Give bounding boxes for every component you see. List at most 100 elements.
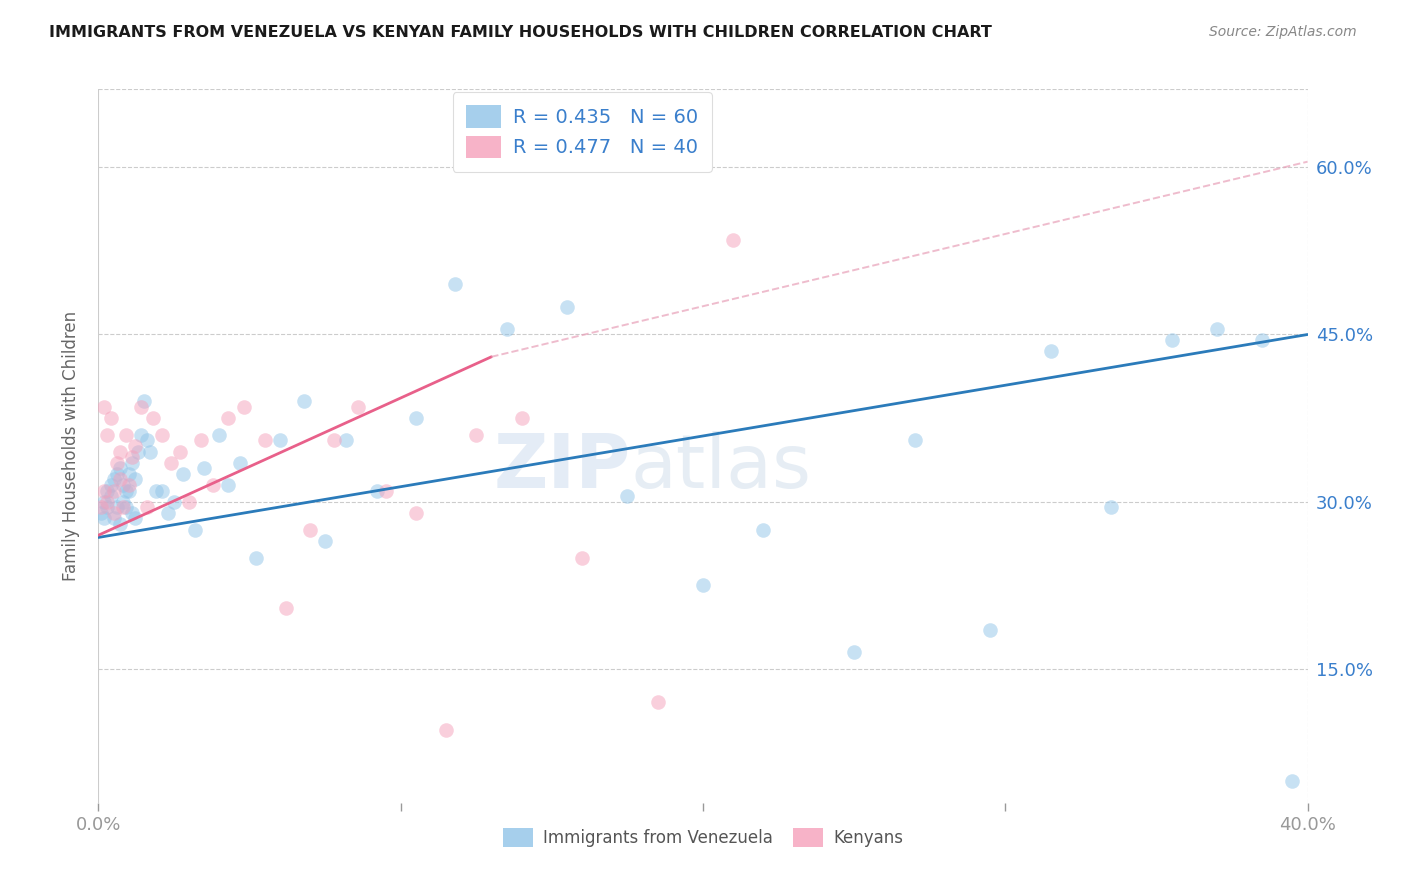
Point	[616, 489, 638, 503]
Point	[118, 467, 141, 481]
Point	[111, 494, 134, 508]
Point	[335, 434, 357, 448]
Point	[90, 500, 112, 515]
Point	[121, 506, 143, 520]
Point	[114, 500, 136, 515]
Point	[1160, 333, 1182, 347]
Point	[1206, 322, 1229, 336]
Point	[100, 411, 122, 425]
Point	[160, 456, 183, 470]
Point	[692, 578, 714, 592]
Point	[96, 494, 118, 508]
Point	[105, 500, 128, 515]
Point	[114, 427, 136, 442]
Point	[571, 550, 593, 565]
Point	[269, 434, 291, 448]
Point	[405, 411, 427, 425]
Point	[93, 494, 115, 508]
Point	[111, 500, 134, 515]
Point	[105, 467, 128, 481]
Point	[156, 506, 179, 520]
Point	[108, 472, 131, 486]
Legend: Immigrants from Venezuela, Kenyans: Immigrants from Venezuela, Kenyans	[495, 819, 911, 855]
Point	[323, 434, 346, 448]
Point	[208, 427, 231, 442]
Point	[299, 523, 322, 537]
Point	[105, 456, 128, 470]
Point	[245, 550, 267, 565]
Point	[103, 483, 125, 498]
Point	[90, 506, 112, 520]
Text: atlas: atlas	[630, 431, 811, 504]
Point	[1251, 333, 1274, 347]
Point	[108, 444, 131, 458]
Point	[184, 523, 207, 537]
Point	[292, 394, 315, 409]
Point	[172, 467, 194, 481]
Point	[495, 322, 517, 336]
Point	[124, 439, 146, 453]
Text: ZIP: ZIP	[494, 431, 630, 504]
Point	[169, 444, 191, 458]
Point	[139, 444, 162, 458]
Point	[232, 400, 254, 414]
Point	[121, 456, 143, 470]
Point	[96, 483, 118, 498]
Point	[96, 427, 118, 442]
Point	[202, 478, 225, 492]
Point	[100, 489, 122, 503]
Point	[129, 427, 152, 442]
Point	[118, 483, 141, 498]
Point	[979, 623, 1001, 637]
Point	[108, 461, 131, 475]
Point	[135, 434, 157, 448]
Point	[274, 600, 297, 615]
Point	[1099, 500, 1122, 515]
Text: IMMIGRANTS FROM VENEZUELA VS KENYAN FAMILY HOUSEHOLDS WITH CHILDREN CORRELATION : IMMIGRANTS FROM VENEZUELA VS KENYAN FAMI…	[49, 25, 993, 40]
Point	[179, 494, 201, 508]
Point	[444, 277, 467, 292]
Point	[374, 483, 396, 498]
Point	[844, 645, 866, 659]
Point	[96, 500, 118, 515]
Point	[114, 483, 136, 498]
Point	[118, 478, 141, 492]
Point	[163, 494, 186, 508]
Point	[366, 483, 388, 498]
Point	[108, 516, 131, 531]
Point	[135, 500, 157, 515]
Point	[1281, 773, 1303, 788]
Point	[103, 506, 125, 520]
Point	[253, 434, 276, 448]
Point	[347, 400, 370, 414]
Point	[103, 511, 125, 525]
Point	[93, 511, 115, 525]
Point	[150, 483, 173, 498]
Point	[124, 472, 146, 486]
Point	[145, 483, 167, 498]
Point	[93, 400, 115, 414]
Point	[190, 434, 212, 448]
Point	[103, 472, 125, 486]
Point	[510, 411, 533, 425]
Y-axis label: Family Households with Children: Family Households with Children	[62, 311, 80, 581]
Point	[142, 411, 165, 425]
Point	[405, 506, 427, 520]
Point	[193, 461, 215, 475]
Point	[93, 483, 115, 498]
Point	[150, 427, 173, 442]
Point	[217, 478, 239, 492]
Point	[723, 233, 745, 247]
Point	[124, 511, 146, 525]
Point	[555, 300, 578, 314]
Point	[129, 400, 152, 414]
Text: Source: ZipAtlas.com: Source: ZipAtlas.com	[1209, 25, 1357, 39]
Point	[752, 523, 775, 537]
Point	[465, 427, 488, 442]
Point	[127, 444, 149, 458]
Point	[229, 456, 252, 470]
Point	[1039, 344, 1062, 359]
Point	[100, 478, 122, 492]
Point	[111, 478, 134, 492]
Point	[121, 450, 143, 464]
